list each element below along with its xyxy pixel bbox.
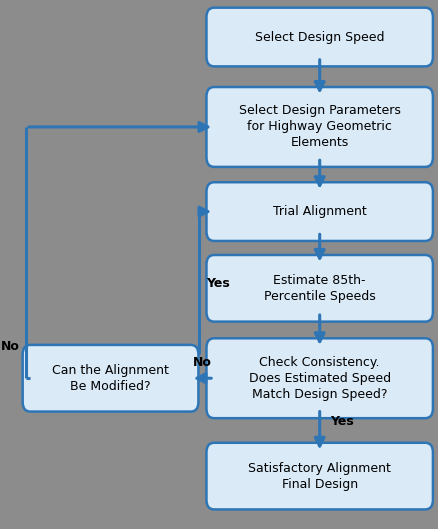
- Text: Can the Alignment
Be Modified?: Can the Alignment Be Modified?: [52, 364, 169, 393]
- FancyBboxPatch shape: [206, 255, 433, 322]
- Text: No: No: [193, 355, 212, 369]
- Text: Check Consistency.
Does Estimated Speed
Match Design Speed?: Check Consistency. Does Estimated Speed …: [249, 355, 391, 401]
- Text: Trial Alignment: Trial Alignment: [273, 205, 367, 218]
- Text: Yes: Yes: [205, 277, 230, 289]
- Text: Satisfactory Alignment
Final Design: Satisfactory Alignment Final Design: [248, 462, 391, 490]
- FancyBboxPatch shape: [23, 345, 198, 412]
- Text: Select Design Speed: Select Design Speed: [255, 31, 385, 43]
- Text: Select Design Parameters
for Highway Geometric
Elements: Select Design Parameters for Highway Geo…: [239, 104, 401, 150]
- FancyBboxPatch shape: [206, 339, 433, 418]
- FancyBboxPatch shape: [206, 87, 433, 167]
- FancyBboxPatch shape: [206, 182, 433, 241]
- Text: Yes: Yes: [330, 415, 354, 428]
- FancyBboxPatch shape: [206, 443, 433, 509]
- Text: Estimate 85th-
Percentile Speeds: Estimate 85th- Percentile Speeds: [264, 274, 375, 303]
- Text: No: No: [1, 340, 20, 353]
- FancyBboxPatch shape: [206, 7, 433, 66]
